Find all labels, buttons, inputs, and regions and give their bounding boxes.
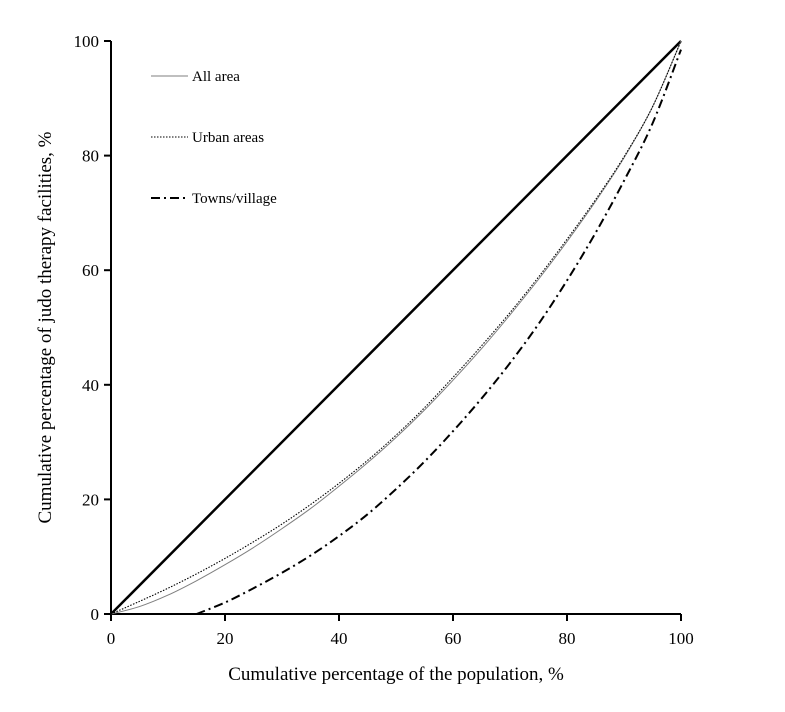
x-tick-label: 60: [445, 629, 462, 648]
legend-label: All area: [192, 69, 240, 85]
series-line-all-area: [110, 40, 682, 615]
legend-label: Urban areas: [192, 130, 264, 146]
series-line-towns-village: [196, 49, 682, 615]
x-tick-label: 20: [217, 629, 234, 648]
x-tick-label: 80: [559, 629, 576, 648]
y-axis-title: Cumulative percentage of judo therapy fa…: [35, 131, 56, 523]
y-tick-label: 60: [82, 261, 99, 280]
axes: 0 20 40 60 80 100 0 20 40 60 80 100: [74, 32, 694, 648]
x-ticks: 0 20 40 60 80 100: [107, 614, 694, 648]
y-tick-label: 20: [82, 490, 99, 509]
x-tick-label: 40: [331, 629, 348, 648]
y-tick-label: 80: [82, 147, 99, 166]
y-ticks: 0 20 40 60 80 100: [74, 32, 111, 624]
x-tick-label: 100: [668, 629, 694, 648]
equality-line: [110, 40, 682, 615]
legend: All area Urban areas Towns/village: [151, 69, 277, 207]
y-tick-label: 100: [74, 32, 100, 51]
y-tick-label: 40: [82, 376, 99, 395]
plot-lines: [110, 40, 682, 615]
x-tick-label: 0: [107, 629, 116, 648]
y-tick-label: 0: [91, 605, 100, 624]
legend-label: Towns/village: [192, 191, 277, 207]
x-axis-title: Cumulative percentage of the population,…: [228, 664, 564, 685]
